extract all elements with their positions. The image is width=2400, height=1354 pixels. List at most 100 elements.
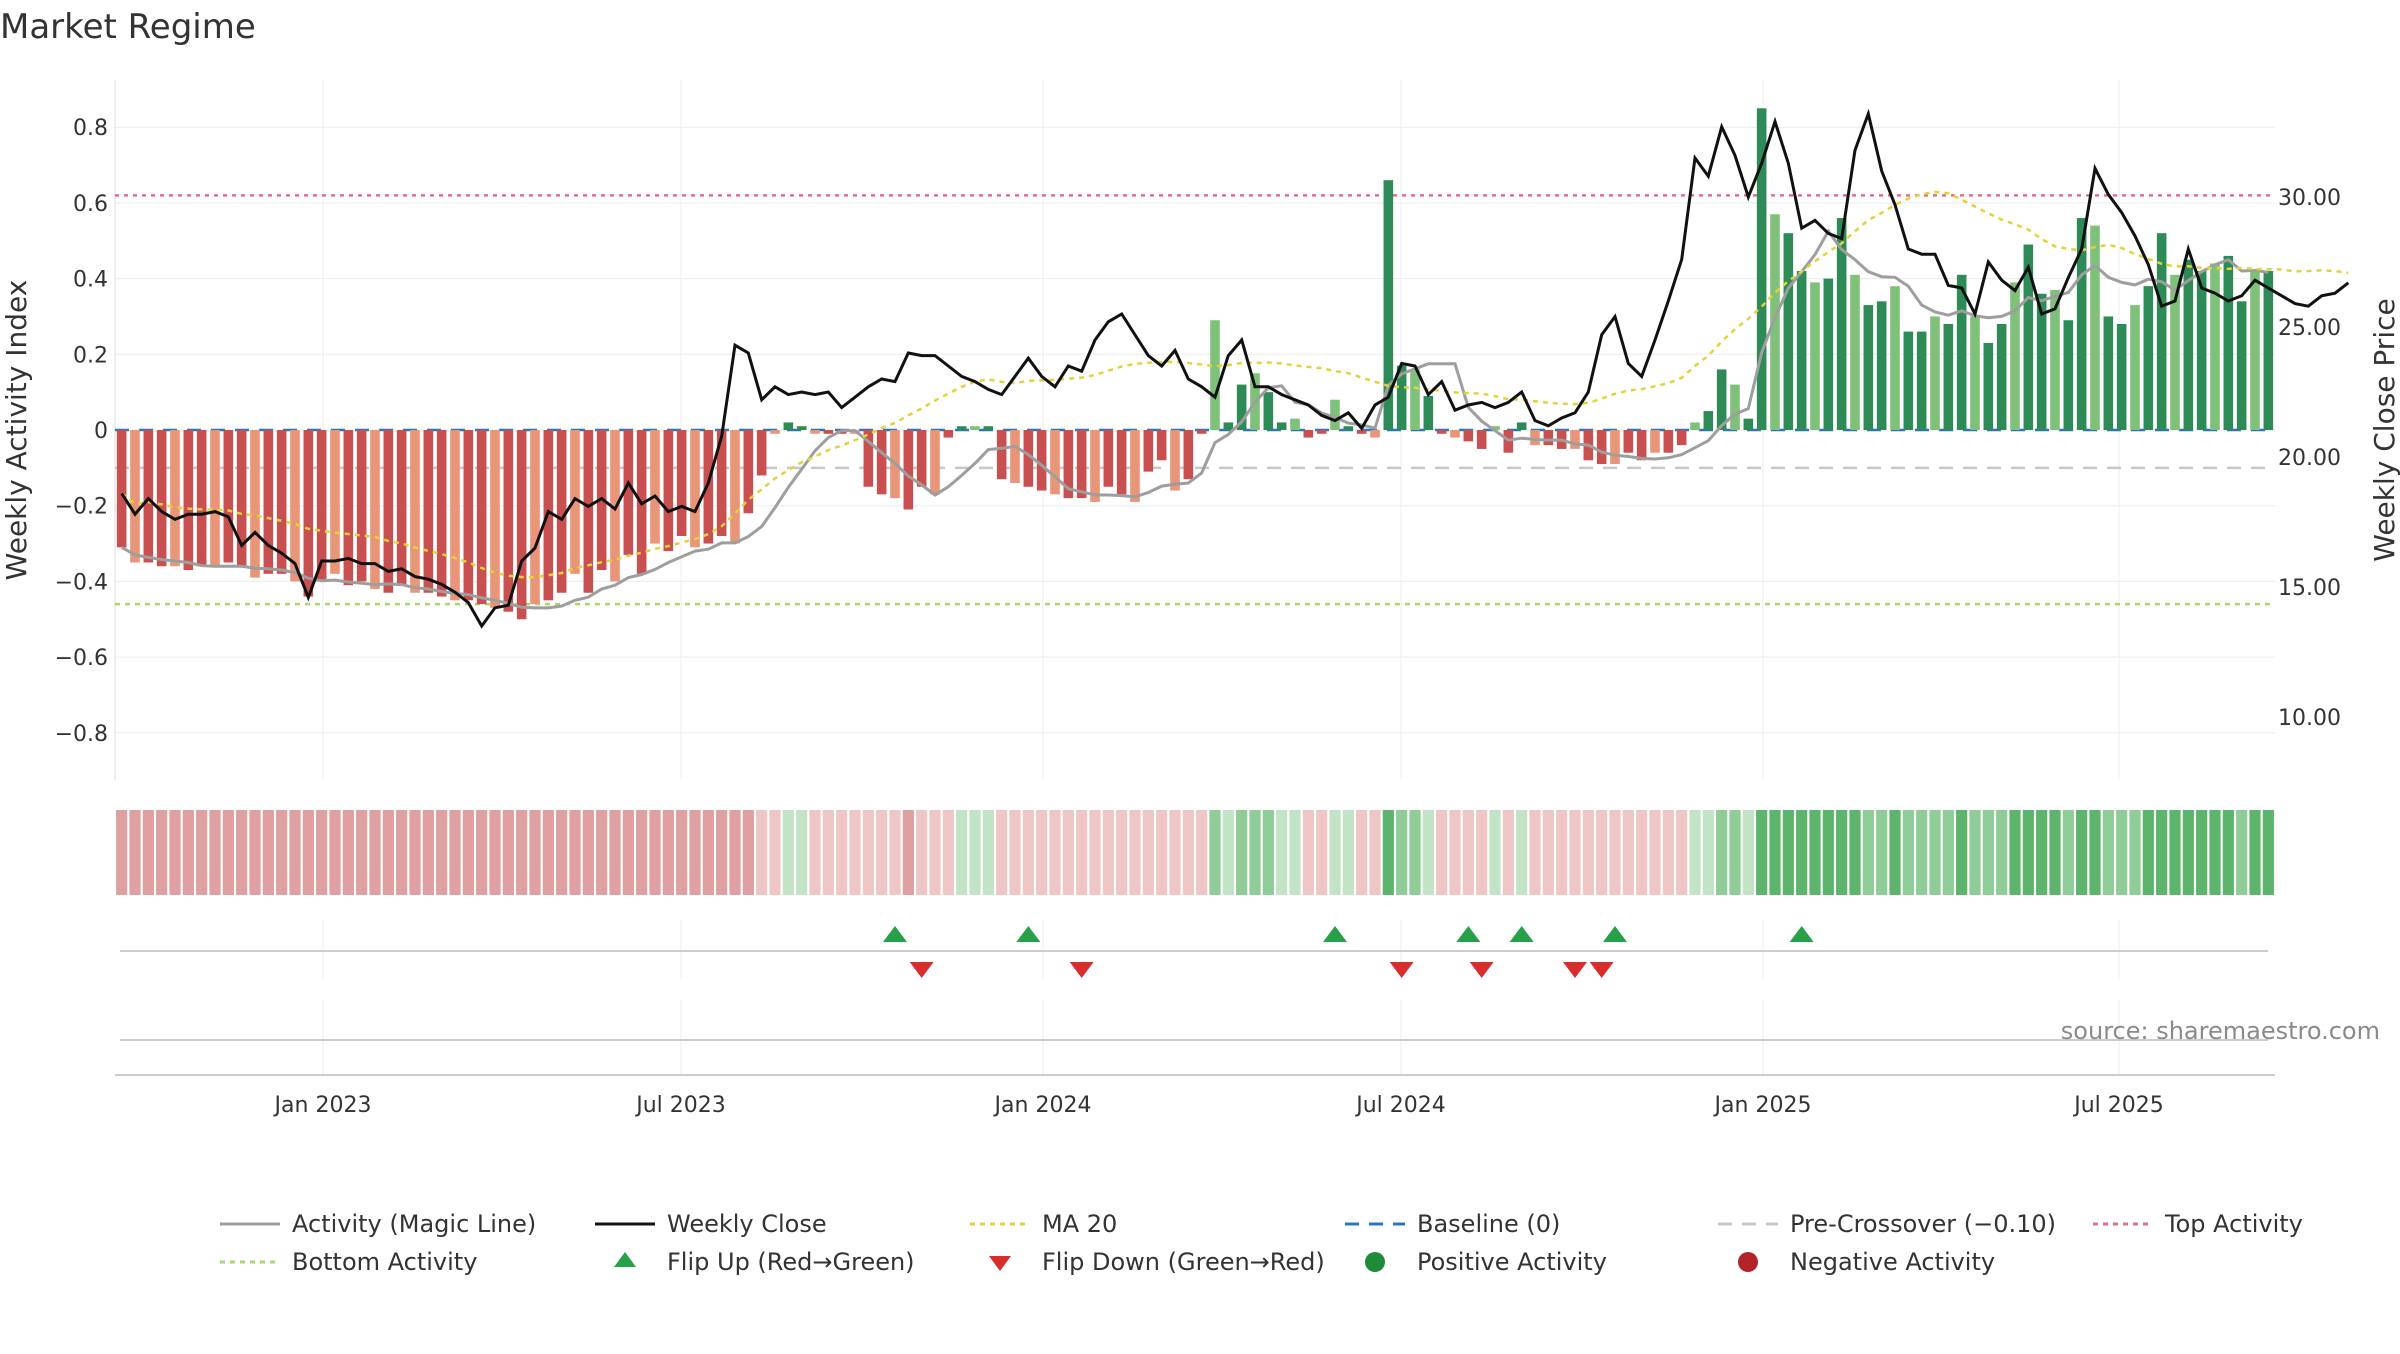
regime-cell [1289,810,1301,895]
regime-cell [1249,810,1261,895]
regime-cell [796,810,808,895]
activity-bar [503,430,514,612]
activity-bar [2090,225,2100,430]
regime-cell [2129,810,2141,895]
regime-cell [956,810,968,895]
activity-bar [210,430,220,567]
regime-cell [129,810,141,895]
activity-bar [1623,430,1634,453]
regime-cell [302,810,314,895]
chart-title: Market Regime [0,7,256,47]
regime-cell [1996,810,2008,895]
activity-bar [996,430,1007,480]
regime-cell [2209,810,2221,895]
regime-cell [1422,810,1434,895]
y-tick-label: 0 [94,419,108,444]
activity-bar [1183,430,1194,480]
activity-bar [1730,384,1740,430]
activity-bar [863,430,874,487]
activity-bar [1810,282,1820,430]
regime-cell [1409,810,1421,895]
activity-bar [1943,324,1954,430]
activity-bar [1450,430,1460,438]
activity-bar [1036,430,1047,491]
activity-bar [1903,331,1914,430]
regime-cell [1969,810,1981,895]
regime-cell [276,810,288,895]
regime-cell [369,810,381,895]
y2-tick-label: 25.00 [2278,316,2341,341]
activity-bar [356,430,367,582]
activity-bar [2223,255,2234,430]
activity-bar [1356,430,1367,434]
activity-bar [1210,320,1220,430]
activity-bar [943,430,954,438]
activity-bar [1090,430,1100,502]
activity-bar [770,430,780,434]
regime-cell [1449,810,1461,895]
regime-cell [196,810,208,895]
regime-cell [2022,810,2034,895]
y2-axis-title: Weekly Close Price [2368,298,2400,561]
regime-cell [1849,810,1861,895]
flip-down-marker [1589,962,1614,978]
activity-bar [623,430,634,555]
activity-bar [1130,430,1140,502]
activity-bars [116,108,2274,620]
regime-cell [942,810,954,895]
regime-cell [569,810,581,895]
activity-bar [2116,324,2127,430]
regime-cell [342,810,354,895]
activity-bar [1596,430,1607,465]
source-credit: source: sharemaestro.com [2061,1017,2380,1045]
regime-cell [1982,810,1994,895]
regime-cell [596,810,608,895]
regime-cell [1009,810,1021,895]
regime-cell [1822,810,1834,895]
regime-cell [502,810,514,895]
activity-bar [783,422,794,430]
y2-tick-label: 30.00 [2278,186,2341,211]
regime-cell [1342,810,1354,895]
activity-bar [2250,271,2260,430]
regime-cell [836,810,848,895]
ma20-line [120,190,2349,579]
regime-cell [1796,810,1808,895]
regime-cell [356,810,368,895]
regime-cell [1582,810,1594,895]
activity-bar [1796,271,1807,430]
activity-bar [1716,369,1727,430]
flip-down-marker [1069,962,1094,978]
regime-cell [2116,810,2128,895]
legend: Activity (Magic Line) Weekly Close MA 20 Ba… [220,1210,2303,1276]
y-axis-ticks: 0.8 0.6 0.4 0.2 0 −0.2 −0.4 −0.6 −0.8 [55,116,108,747]
flip-up-marker [883,926,907,942]
activity-bar [2156,233,2167,430]
regime-cell [316,810,328,895]
flip-down-marker [1469,962,1494,978]
regime-cell [769,810,781,895]
x-tick-label: Jan 2024 [993,1093,1092,1118]
y-tick-label: −0.8 [55,722,108,747]
regime-cell [449,810,461,895]
regime-cell [1516,810,1528,895]
regime-cell [222,810,234,895]
regime-cell [436,810,448,895]
activity-bar [450,430,460,601]
activity-bar [1290,418,1300,430]
activity-bar [1170,430,1180,491]
activity-bar [1770,214,1780,430]
regime-cell [1169,810,1181,895]
legend-symbol-neg [1738,1252,1758,1272]
regime-cell [1462,810,1474,895]
activity-bar [1143,430,1154,472]
regime-cell [396,810,408,895]
activity-bar [156,430,167,567]
regime-cell [249,810,261,895]
regime-cell [2062,810,2074,895]
regime-cell [1036,810,1048,895]
activity-bar [2103,316,2114,430]
activity-bar [1063,430,1074,499]
activity-bar [1076,430,1087,499]
regime-cell [1502,810,1514,895]
